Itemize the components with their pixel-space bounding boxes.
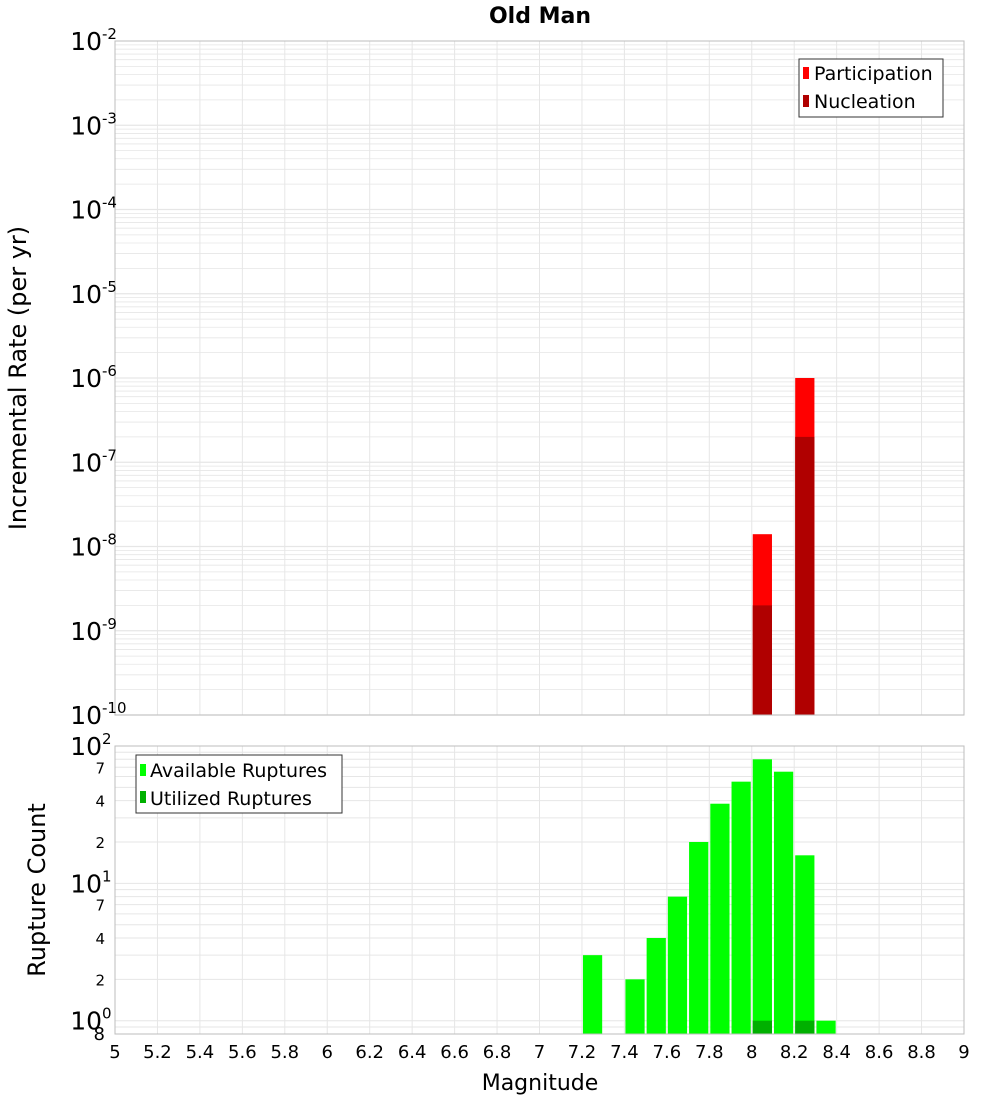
x-tick-label: 7.2 [568, 1042, 597, 1063]
x-tick-label: 8.4 [822, 1042, 851, 1063]
x-tick-label: 7.6 [653, 1042, 682, 1063]
y-tick-label-exp: -3 [102, 109, 117, 127]
x-tick-label: 6 [322, 1042, 333, 1063]
top-y-axis-label: Incremental Rate (per yr) [4, 226, 32, 530]
bar-utilized [752, 1020, 772, 1034]
y-tick-label: 10 [70, 1007, 102, 1036]
bar-nucleation [752, 605, 772, 715]
x-tick-label: 5.2 [143, 1042, 172, 1063]
y-minor-tick-label: 2 [95, 834, 105, 852]
x-ticks: 5 5.2 5.4 5.6 5.8 6 6.2 6.4 6.6 6.8 7 7.2 7.4 7.6 7.8 8… [109, 1042, 969, 1063]
top-legend-box [798, 58, 944, 118]
y-tick-label: 10 [70, 701, 102, 730]
y-tick-label: 10 [70, 732, 102, 761]
top-panel-bars [752, 378, 815, 715]
y-tick-label-exp: -5 [102, 278, 117, 296]
y-minor-tick-label: 7 [95, 897, 105, 915]
y-tick-label: 10 [70, 869, 102, 898]
bottom-y-minor-ticks: 7 4 2 7 4 2 8 [94, 759, 105, 1045]
legend-swatch-available [140, 764, 146, 776]
bar-available [646, 938, 666, 1034]
top-y-ticks: 10-210-310-410-510-610-710-810-910-10 [70, 25, 126, 730]
top-plot-frame [114, 40, 965, 716]
bar-available [582, 955, 603, 1034]
x-tick-label: 7.8 [695, 1042, 724, 1063]
legend-label-utilized: Utilized Ruptures [150, 788, 312, 810]
x-tick-label: 8.8 [907, 1042, 936, 1063]
y-tick-label: 10 [70, 196, 102, 225]
legend-label-available: Available Ruptures [150, 760, 327, 782]
top-legend: Participation Nucleation [798, 58, 944, 118]
legend-swatch-participation [803, 67, 809, 79]
bar-available [752, 759, 772, 1034]
chart-title: Old Man [489, 4, 591, 29]
bar-available [816, 1020, 836, 1034]
y-tick-label-exp: -6 [102, 362, 117, 380]
y-tick-label: 10 [70, 111, 102, 140]
bottom-legend: Available Ruptures Utilized Ruptures [135, 754, 343, 814]
y-tick-label-exp: 2 [102, 730, 112, 748]
x-axis-label: Magnitude [482, 1071, 599, 1096]
bar-available [731, 781, 751, 1034]
y-tick-label-exp: -2 [102, 25, 117, 43]
bottom-legend-box [135, 754, 343, 814]
bottom-y-axis-label: Rupture Count [23, 803, 51, 977]
bar-available [710, 803, 730, 1034]
y-minor-tick-label: 7 [95, 759, 105, 777]
top-panel-grid [114, 41, 965, 716]
y-tick-label-exp: 0 [102, 1005, 112, 1023]
x-tick-label: 6.4 [398, 1042, 427, 1063]
x-tick-label: 5 [109, 1042, 120, 1063]
y-tick-label-exp: -7 [102, 446, 117, 464]
y-tick-label: 10 [70, 364, 102, 393]
y-minor-tick-label: 8 [94, 1024, 105, 1045]
x-tick-label: 7.4 [610, 1042, 639, 1063]
y-tick-label: 10 [70, 280, 102, 309]
x-tick-label: 6.2 [355, 1042, 384, 1063]
legend-label-participation: Participation [814, 63, 933, 85]
bar-available [667, 896, 688, 1034]
x-tick-label: 7 [534, 1042, 545, 1063]
bar-available [773, 771, 794, 1034]
x-tick-label: 5.8 [270, 1042, 299, 1063]
bottom-panel-bars [582, 759, 836, 1034]
x-tick-label: 6.6 [440, 1042, 469, 1063]
x-tick-label: 6.8 [483, 1042, 512, 1063]
x-tick-label: 5.6 [228, 1042, 257, 1063]
legend-label-nucleation: Nucleation [814, 91, 916, 113]
x-tick-label: 5.4 [186, 1042, 215, 1063]
legend-swatch-utilized [140, 791, 146, 803]
x-tick-label: 8.6 [865, 1042, 894, 1063]
bar-available [625, 979, 645, 1034]
y-minor-tick-label: 4 [95, 793, 105, 811]
y-tick-label-exp: -4 [102, 194, 117, 212]
bar-utilized [795, 1020, 815, 1034]
y-tick-label-exp: 1 [102, 867, 112, 885]
bar-nucleation [795, 436, 815, 715]
y-tick-label: 10 [70, 533, 102, 562]
bottom-plot-frame [114, 745, 965, 1035]
y-tick-label: 10 [70, 27, 102, 56]
y-tick-label: 10 [70, 617, 102, 646]
y-tick-label-exp: -8 [102, 531, 117, 549]
bar-available [689, 842, 709, 1034]
bar-available [795, 855, 815, 1034]
y-tick-label-exp: -9 [102, 615, 117, 633]
legend-swatch-nucleation [803, 95, 809, 107]
y-minor-tick-label: 4 [95, 930, 105, 948]
x-tick-label: 9 [958, 1042, 969, 1063]
x-tick-label: 8 [746, 1042, 757, 1063]
y-tick-label-exp: -10 [102, 699, 127, 717]
y-minor-tick-label: 2 [95, 971, 105, 989]
y-tick-label: 10 [70, 448, 102, 477]
x-tick-label: 8.2 [780, 1042, 809, 1063]
